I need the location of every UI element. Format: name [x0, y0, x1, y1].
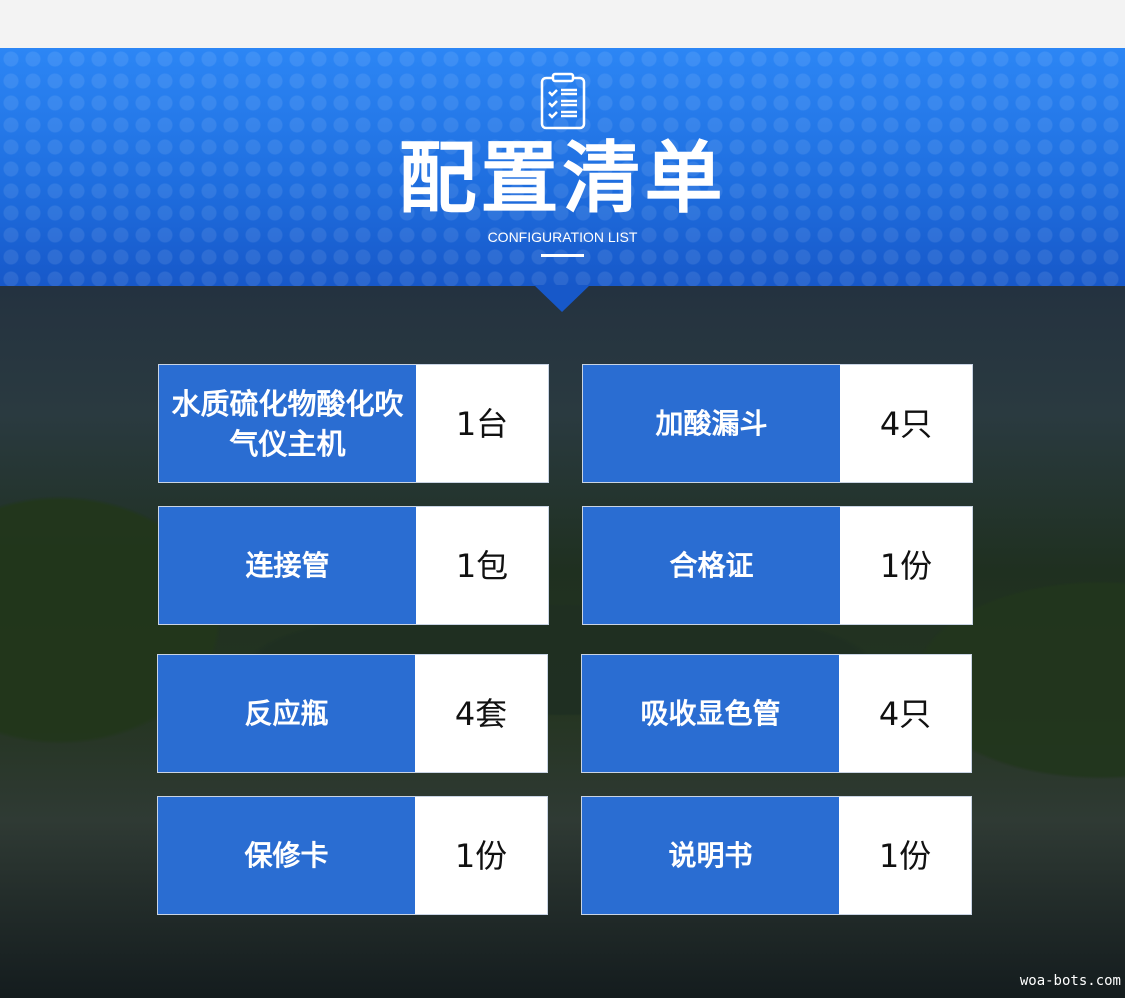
config-item: 保修卡 1份 — [157, 796, 548, 915]
clipboard-checklist-icon — [540, 72, 586, 130]
config-item: 合格证 1份 — [582, 506, 973, 625]
item-name: 合格证 — [583, 507, 840, 624]
config-item: 说明书 1份 — [581, 796, 972, 915]
page-title: 配置清单 — [398, 134, 727, 224]
item-qty: 1份 — [454, 836, 508, 875]
title-divider — [541, 254, 584, 257]
top-bar — [0, 0, 1125, 48]
item-name: 加酸漏斗 — [583, 365, 840, 482]
item-qty: 1份 — [878, 836, 932, 875]
config-item: 吸收显色管 4只 — [581, 654, 972, 773]
item-qty: 1份 — [879, 546, 933, 585]
page-subtitle: CONFIGURATION LIST — [487, 229, 638, 245]
item-qty: 1台 — [455, 404, 509, 443]
item-name: 连接管 — [159, 507, 416, 624]
config-item: 反应瓶 4套 — [157, 654, 548, 773]
config-item: 连接管 1包 — [158, 506, 549, 625]
item-name: 反应瓶 — [158, 655, 415, 772]
item-qty: 1包 — [455, 546, 509, 585]
header-banner — [0, 48, 1125, 286]
config-item: 水质硫化物酸化吹气仪主机 1台 — [158, 364, 549, 483]
item-name: 说明书 — [582, 797, 839, 914]
config-item: 加酸漏斗 4只 — [582, 364, 973, 483]
banner-pointer — [534, 285, 590, 312]
item-qty: 4套 — [454, 694, 508, 733]
item-name: 吸收显色管 — [582, 655, 839, 772]
item-qty: 4只 — [879, 404, 933, 443]
item-qty: 4只 — [878, 694, 932, 733]
item-name: 水质硫化物酸化吹气仪主机 — [159, 365, 416, 482]
item-name: 保修卡 — [158, 797, 415, 914]
watermark: woa-bots.com — [1019, 973, 1121, 989]
